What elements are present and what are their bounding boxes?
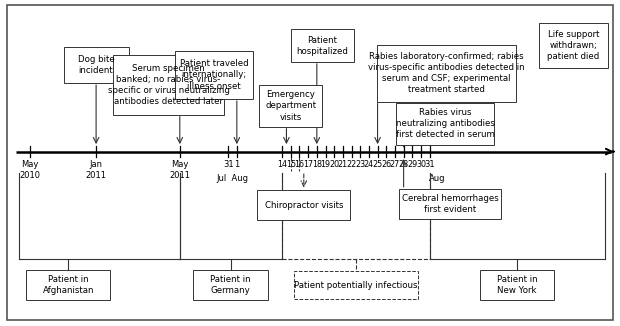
Text: 14: 14: [277, 160, 287, 169]
Text: 25: 25: [373, 160, 383, 169]
Text: Jan
2011: Jan 2011: [86, 160, 107, 180]
FancyBboxPatch shape: [539, 23, 608, 68]
Text: Dog bite
incident: Dog bite incident: [78, 55, 115, 75]
FancyBboxPatch shape: [294, 271, 418, 299]
Text: Emergency
department
visits: Emergency department visits: [265, 90, 316, 122]
Text: 24: 24: [364, 160, 374, 169]
FancyBboxPatch shape: [291, 29, 354, 62]
Text: Patient traveled
internationally;
illness onset: Patient traveled internationally; illnes…: [180, 59, 248, 91]
Text: Chiropractor visits: Chiropractor visits: [265, 201, 343, 210]
Text: Patient in
Germany: Patient in Germany: [210, 275, 251, 295]
Text: Rabies virus
neutralizing antibodies
first detected in serum: Rabies virus neutralizing antibodies fir…: [396, 108, 495, 140]
Text: Aug: Aug: [429, 174, 445, 183]
Text: Rabies laboratory-confirmed; rabies
virus-specific antibodies detected in
serum : Rabies laboratory-confirmed; rabies viru…: [368, 52, 525, 95]
Text: Jul  Aug: Jul Aug: [216, 174, 249, 183]
Text: 23: 23: [355, 160, 365, 169]
FancyBboxPatch shape: [399, 189, 501, 219]
Text: 28: 28: [399, 160, 409, 169]
FancyBboxPatch shape: [193, 270, 268, 300]
FancyBboxPatch shape: [480, 270, 554, 300]
Text: 29: 29: [407, 160, 417, 169]
FancyBboxPatch shape: [175, 51, 253, 99]
FancyBboxPatch shape: [63, 47, 129, 83]
Text: 31: 31: [424, 160, 435, 169]
Text: Patient in
Afghanistan: Patient in Afghanistan: [42, 275, 94, 295]
FancyBboxPatch shape: [257, 190, 350, 220]
Text: 17: 17: [303, 160, 313, 169]
Text: Patient potentially infectious: Patient potentially infectious: [294, 281, 418, 290]
Text: 21: 21: [338, 160, 348, 169]
Text: 22: 22: [347, 160, 356, 169]
Text: 1: 1: [234, 160, 239, 169]
Text: 19: 19: [321, 160, 330, 169]
FancyBboxPatch shape: [259, 85, 322, 127]
Text: May
2011: May 2011: [169, 160, 190, 180]
Text: 20: 20: [329, 160, 339, 169]
Text: 27: 27: [390, 160, 400, 169]
Text: 15: 15: [286, 160, 296, 169]
Text: Cerebral hemorrhages
first evident: Cerebral hemorrhages first evident: [402, 194, 498, 214]
FancyBboxPatch shape: [26, 270, 110, 300]
Text: Patient in
New York: Patient in New York: [497, 275, 538, 295]
Text: May
2010: May 2010: [19, 160, 40, 180]
Text: 18: 18: [312, 160, 322, 169]
Text: 30: 30: [416, 160, 426, 169]
Text: 16: 16: [294, 160, 304, 169]
FancyBboxPatch shape: [396, 103, 494, 145]
Text: Life support
withdrawn;
patient died: Life support withdrawn; patient died: [547, 30, 600, 61]
Text: Serum specimen
banked; no rabies virus-
specific or virus neutralizing
antibodie: Serum specimen banked; no rabies virus- …: [108, 64, 229, 106]
Text: 26: 26: [381, 160, 391, 169]
FancyBboxPatch shape: [376, 45, 516, 102]
Text: 31: 31: [223, 160, 234, 169]
FancyBboxPatch shape: [113, 54, 224, 115]
Text: Patient
hospitalized: Patient hospitalized: [296, 36, 348, 56]
